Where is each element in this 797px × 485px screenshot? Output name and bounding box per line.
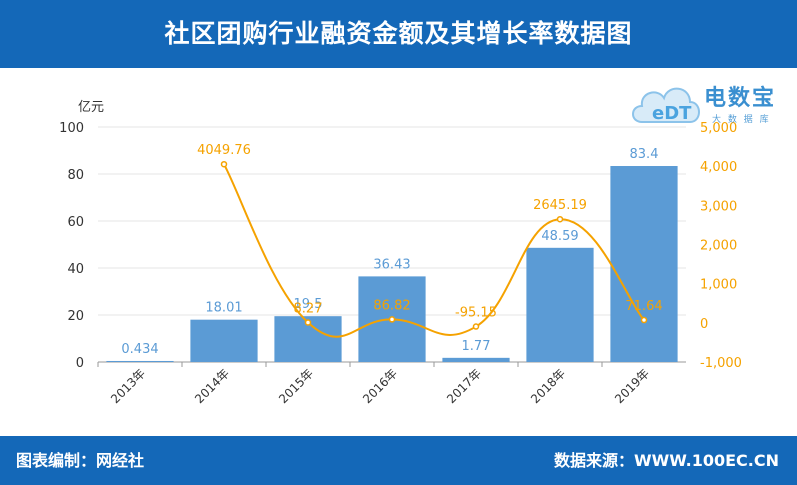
footer-source: 数据来源：WWW.100EC.CN bbox=[553, 451, 779, 470]
y-right-tick-label: 1,000 bbox=[700, 278, 737, 293]
x-tick-label: 2016年 bbox=[360, 366, 400, 406]
bar-value-label: 83.4 bbox=[630, 147, 659, 162]
growth-point bbox=[388, 316, 396, 323]
growth-point bbox=[472, 323, 480, 330]
x-tick-label: 2019年 bbox=[612, 366, 652, 406]
x-tick-label: 2015年 bbox=[276, 366, 316, 406]
growth-point bbox=[640, 316, 648, 324]
y-left-tick-label: 80 bbox=[67, 168, 84, 183]
growth-point bbox=[556, 215, 564, 223]
y-right-tick-label: -1,000 bbox=[700, 356, 742, 371]
bar bbox=[442, 357, 510, 362]
x-tick-label: 2018年 bbox=[528, 366, 568, 406]
x-tick-label: 2013年 bbox=[108, 366, 148, 406]
y-left-axis-label: 亿元 bbox=[78, 100, 104, 115]
x-tick-label: 2014年 bbox=[192, 366, 232, 406]
bar-value-label: 19.5 bbox=[294, 297, 323, 312]
x-tick-label: 2017年 bbox=[444, 366, 484, 406]
y-right-tick-label: 0 bbox=[700, 317, 708, 332]
y-left-tick-label: 40 bbox=[67, 262, 84, 277]
y-left-tick-label: 20 bbox=[67, 309, 84, 324]
y-right-tick-label: 5,000 bbox=[700, 121, 737, 136]
combo-chart: 0 20 40 60 80 100 亿元 -1,000 0 1,000 2,000 3,000 4,00… bbox=[59, 100, 742, 406]
y-right-tick-label: 3,000 bbox=[700, 199, 737, 214]
logo-subtitle: 大 数 据 库 bbox=[712, 115, 771, 125]
y-left-tick-label: 0 bbox=[76, 356, 84, 371]
bar bbox=[526, 247, 594, 362]
footer-credit: 图表编制：网经社 bbox=[16, 451, 145, 470]
bar bbox=[610, 166, 678, 362]
logo-cloud-icon: eDT bbox=[632, 87, 700, 124]
growth-value-label: 71.64 bbox=[625, 299, 662, 314]
y-right-tick-label: 4,000 bbox=[700, 160, 737, 175]
bar bbox=[190, 319, 258, 362]
growth-value-label: 2645.19 bbox=[533, 198, 587, 213]
logo-mark: eDT bbox=[652, 103, 692, 124]
growth-value-label: -95.15 bbox=[455, 306, 497, 321]
growth-point bbox=[220, 160, 228, 168]
bar-value-label: 18.01 bbox=[205, 301, 242, 316]
growth-value-label: 4049.76 bbox=[197, 143, 251, 158]
y-right-tick-label: 2,000 bbox=[700, 239, 737, 254]
footer-bar: 图表编制：网经社 数据来源：WWW.100EC.CN bbox=[0, 436, 797, 485]
growth-value-label: 8.27 bbox=[294, 302, 323, 317]
growth-value-label: 86.82 bbox=[373, 298, 410, 313]
header-bar: 社区团购行业融资金额及其增长率数据图 bbox=[0, 0, 797, 68]
growth-point bbox=[304, 319, 312, 326]
chart-area: 0 20 40 60 80 100 亿元 -1,000 0 1,000 2,000 3,000 4,00… bbox=[0, 68, 797, 436]
page-title: 社区团购行业融资金额及其增长率数据图 bbox=[164, 19, 633, 48]
bar-value-label: 36.43 bbox=[373, 257, 410, 272]
growth-line bbox=[223, 163, 645, 338]
logo-text: 电数宝 bbox=[704, 86, 777, 111]
y-left-tick-label: 100 bbox=[59, 121, 84, 136]
bar-value-label: 48.59 bbox=[541, 229, 578, 244]
bar-value-label: 1.77 bbox=[462, 339, 491, 354]
bar bbox=[106, 360, 174, 362]
bar-value-label: 0.434 bbox=[121, 342, 158, 357]
y-left-tick-label: 60 bbox=[67, 215, 84, 230]
